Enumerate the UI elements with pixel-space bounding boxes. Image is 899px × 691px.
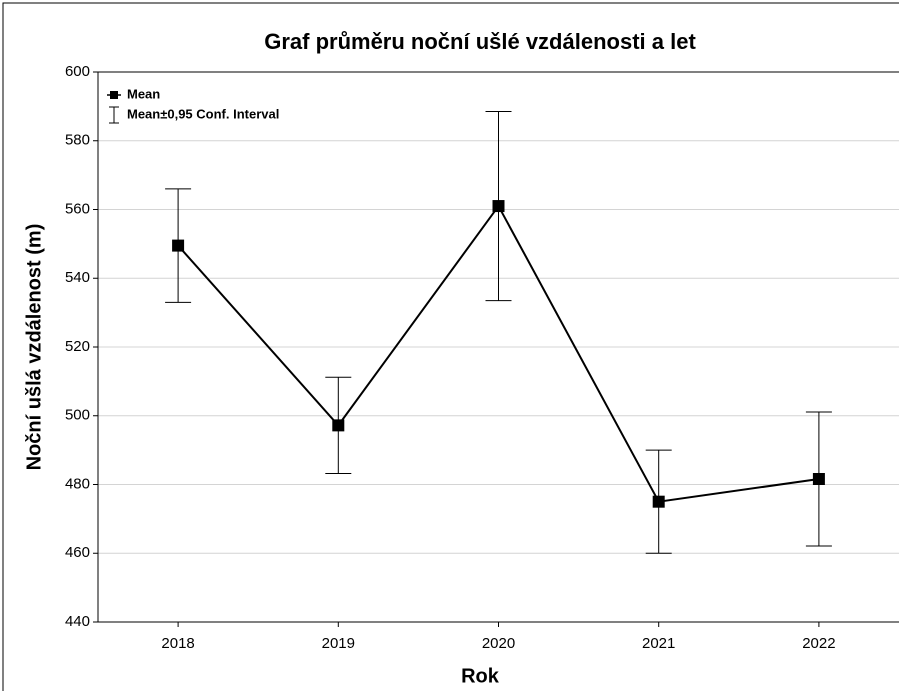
y-tick-label: 460 (65, 544, 90, 561)
y-tick-label: 500 (65, 407, 90, 424)
mean-marker (172, 239, 185, 252)
plot-area (97, 71, 899, 623)
y-tick-label: 580 (65, 132, 90, 149)
x-axis-label: Rok (461, 665, 500, 687)
mean-marker (492, 200, 505, 213)
legend-label: Mean±0,95 Conf. Interval (127, 106, 279, 121)
y-axis-label: Noční ušlá vzdálenost (m) (23, 224, 45, 471)
y-tick-label: 480 (65, 475, 90, 492)
legend-error-icon (109, 106, 119, 124)
legend-label: Mean (127, 86, 160, 101)
x-tick-label: 2020 (482, 635, 515, 652)
x-tick-label: 2022 (802, 635, 835, 652)
mean-marker (332, 419, 345, 432)
mean-marker (812, 473, 825, 485)
y-tick-label: 600 (65, 63, 90, 80)
y-tick-label: 560 (65, 200, 90, 217)
y-tick-label: 540 (65, 269, 90, 286)
chart-title: Graf průměru noční ušlé vzdálenosti a le… (264, 29, 696, 54)
x-tick-label: 2018 (161, 635, 194, 652)
x-tick-label: 2019 (322, 635, 355, 652)
y-tick-label: 440 (65, 613, 90, 630)
x-tick-label: 2021 (642, 635, 675, 652)
mean-marker (652, 495, 665, 508)
y-tick-label: 520 (65, 338, 90, 355)
